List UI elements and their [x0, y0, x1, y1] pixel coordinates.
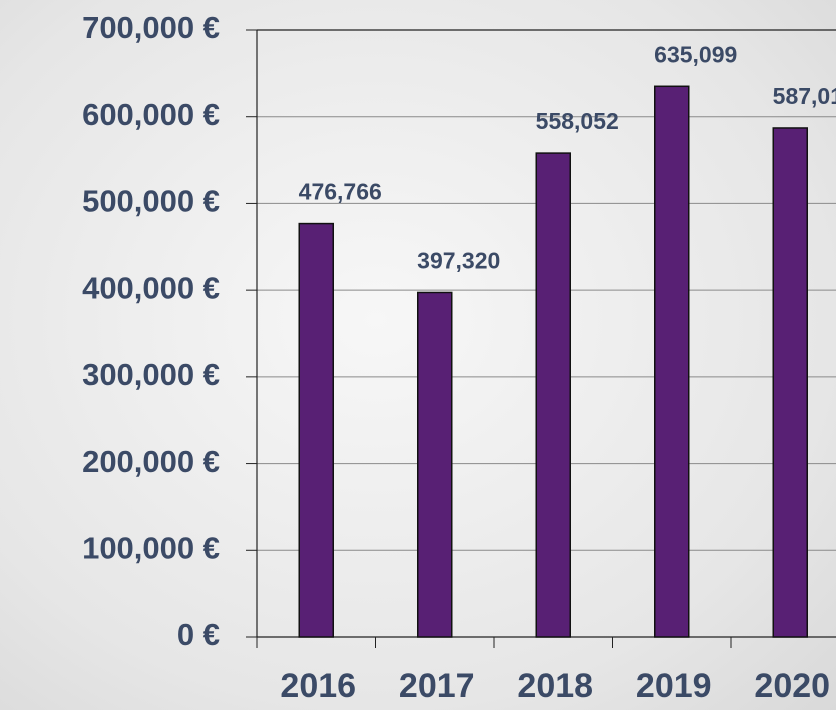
y-tick-label: 200,000 €	[82, 444, 220, 479]
bar	[417, 291, 453, 638]
x-tick-label: 2019	[636, 667, 712, 705]
y-tick-label: 0 €	[177, 617, 220, 652]
x-tick-label: 2020	[754, 667, 830, 705]
y-tick-label: 300,000 €	[82, 357, 220, 392]
value-label: 635,099	[654, 41, 737, 67]
y-tick-label: 100,000 €	[82, 530, 220, 565]
value-label: 476,766	[299, 179, 382, 205]
bar	[772, 127, 808, 638]
x-tick-label: 2016	[280, 667, 356, 705]
value-label: 587,018	[773, 83, 836, 109]
y-tick-label: 400,000 €	[82, 270, 220, 305]
value-label: 397,320	[417, 248, 500, 274]
y-tick-label: 500,000 €	[82, 184, 220, 219]
x-tick-label: 2017	[399, 667, 475, 705]
bar	[298, 222, 334, 638]
y-tick-label: 700,000 €	[82, 10, 220, 45]
x-tick-label: 2018	[517, 667, 593, 705]
bar	[654, 85, 690, 638]
value-label: 558,052	[536, 108, 619, 134]
bar	[535, 152, 571, 638]
y-tick-label: 600,000 €	[82, 97, 220, 132]
